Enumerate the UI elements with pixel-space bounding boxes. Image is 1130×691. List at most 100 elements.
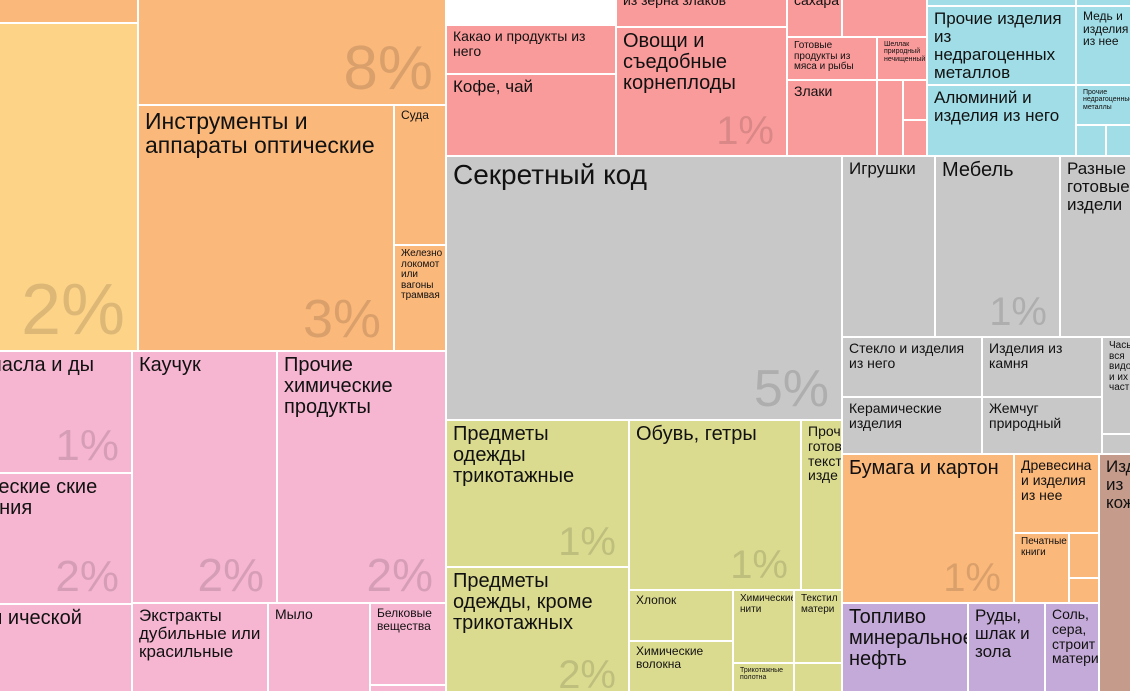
treemap-tile[interactable]: Жемчуг природный (983, 398, 1103, 455)
treemap-tile[interactable]: из зерна злаков (617, 0, 788, 28)
treemap-subtile (1103, 435, 1130, 455)
treemap-tile[interactable]: Шеллак природный нечищенный (878, 38, 928, 81)
tile-label: Предметы одежды, кроме трикотажных (453, 570, 593, 635)
treemap-tile[interactable]: Предметы одежды трикотажные 1% (447, 421, 630, 568)
tile-label: Обувь, гетры (636, 423, 757, 445)
tile-label: Прочие изделия из недрагоценных металлов (934, 9, 1062, 83)
tile-label: Кофе, чай (453, 77, 534, 96)
tile-label: Стекло и изделия из него (849, 340, 965, 371)
treemap-tile[interactable]: Стекло и изделия из него (843, 338, 983, 398)
tile-label: Игрушки (849, 159, 916, 178)
tile-percent: 2% (558, 653, 616, 691)
treemap-subtile (1107, 126, 1130, 157)
treemap-subtile (878, 81, 904, 157)
treemap-tile[interactable]: Прочие изделия из недрагоценных металлов (928, 7, 1077, 86)
treemap-tile[interactable]: Инструменты и аппараты оптические 3% (139, 106, 395, 352)
treemap-tile[interactable]: 2% (0, 24, 139, 352)
tile-percent: 1% (730, 543, 788, 587)
tile-percent: 1% (989, 290, 1047, 334)
tile-label: Инструменты и аппараты оптические (145, 108, 375, 159)
tile-label: Прочие недрагоценные металлы (1083, 89, 1130, 111)
treemap-subtile (904, 121, 928, 157)
tile-percent: 2% (366, 549, 433, 601)
treemap-tile[interactable]: сахара (788, 0, 843, 38)
treemap-tile[interactable]: Обувь, гетры 1% (630, 421, 802, 591)
treemap-tile[interactable]: Медь и изделия из нее (1077, 7, 1130, 86)
tile-label: Овощи и съедобные корнеплоды (623, 30, 736, 95)
treemap-tile[interactable]: Каучук 2% (133, 352, 278, 604)
treemap-tile[interactable]: Часы вся видо и их част (1103, 338, 1130, 435)
treemap-tile[interactable]: Хлопок (630, 591, 734, 642)
treemap-tile[interactable]: Мыло (269, 604, 371, 691)
treemap-tile[interactable]: Соль, сера, строит матери (1046, 604, 1100, 691)
treemap-tile[interactable]: Руды, шлак и зола (969, 604, 1046, 691)
treemap-tile[interactable]: Алюминий и изделия из него (928, 86, 1077, 157)
treemap-tile[interactable]: Печатные книги (1015, 534, 1070, 604)
tile-label: Химические нити (740, 593, 795, 615)
tile-label: Готовые продукты из мяса и рыбы (794, 40, 854, 73)
treemap-tile[interactable]: Белковые вещества (371, 604, 447, 686)
treemap-tile[interactable]: Предметы одежды, кроме трикотажных 2% (447, 568, 630, 691)
treemap-tile[interactable]: 8% (139, 0, 447, 106)
tile-label: Топливо минеральное нефть (849, 606, 969, 671)
treemap-tile[interactable]: Керамические изделия (843, 398, 983, 455)
treemap-tile[interactable]: Какао и продукты из него (447, 26, 617, 75)
treemap-tile[interactable]: Топливо минеральное нефть (843, 604, 969, 691)
treemap-tile[interactable]: Экстракты дубильные или красильные (133, 604, 269, 691)
tile-percent: 5% (753, 360, 829, 418)
tile-label: Злаки (794, 83, 833, 99)
tile-percent: 2% (55, 552, 119, 601)
treemap-tile[interactable]: Текстил матери (795, 591, 843, 664)
treemap-tile[interactable]: Суда (395, 106, 447, 246)
treemap-tile[interactable]: Бумага и картон 1% (843, 455, 1015, 604)
treemap-subtile (0, 0, 139, 24)
treemap-tile[interactable]: Секретный код 5% (447, 157, 843, 421)
tile-label: Изд из кож (1106, 457, 1130, 513)
treemap-tile[interactable]: Проч готов текст изде (802, 421, 843, 591)
treemap-subtile (904, 81, 928, 121)
tile-percent: 2% (197, 549, 264, 601)
tile-label: Секретный код (453, 159, 647, 190)
treemap-subtile (843, 0, 928, 38)
treemap-tile[interactable]: Разные готовые издели (1061, 157, 1130, 338)
treemap-tile[interactable]: Железно локомот или вагоны трамвая (395, 246, 447, 352)
treemap-tile[interactable]: Игрушки (843, 157, 936, 338)
tile-label: Прочие химические продукты (284, 354, 393, 419)
treemap-tile[interactable]: Кофе, чай (447, 75, 617, 157)
treemap-tile[interactable]: масла и ды 1% (0, 352, 133, 474)
treemap-tile[interactable]: Злаки (788, 81, 878, 157)
treemap-tile[interactable]: Химические волокна (630, 642, 734, 691)
treemap-tile[interactable]: Прочие недрагоценные металлы (1077, 86, 1130, 126)
tile-label: Древесина и изделия из нее (1021, 457, 1092, 503)
tile-label: Предметы одежды трикотажные (453, 423, 575, 488)
treemap-tile[interactable]: Химические нити (734, 591, 795, 664)
tile-label: Руды, шлак и зола (975, 606, 1030, 662)
treemap-tile[interactable]: Трикотажные полотна (734, 664, 795, 691)
tile-label: масла и ды (0, 354, 94, 376)
tile-label: Трикотажные полотна (740, 667, 784, 682)
tile-percent: 2% (20, 270, 125, 350)
treemap-tile[interactable]: Древесина и изделия из нее (1015, 455, 1100, 534)
treemap-subtile (1077, 126, 1107, 157)
treemap-tile[interactable]: Готовые продукты из мяса и рыбы (788, 38, 878, 81)
treemap-tile[interactable]: Прочие химические продукты 2% (278, 352, 447, 604)
treemap-tile[interactable]: Изд из кож (1100, 455, 1130, 691)
tile-label: Текстил матери (801, 593, 838, 615)
tile-label: Часы вся видо и их част (1109, 340, 1130, 394)
treemap-tile[interactable]: Мебель 1% (936, 157, 1061, 338)
treemap-subtile (795, 664, 843, 691)
treemap-subtile (928, 0, 1077, 7)
treemap-tile[interactable]: Изделия из камня (983, 338, 1103, 398)
treemap-tile[interactable]: ы ической (0, 605, 133, 691)
tile-label: Суда (401, 108, 429, 122)
treemap-tile[interactable]: Овощи и съедобные корнеплоды 1% (617, 28, 788, 157)
treemap-subtile (371, 686, 447, 691)
tile-label: Каучук (139, 354, 201, 376)
tile-percent: 1% (558, 520, 616, 564)
tile-label: Разные готовые издели (1067, 159, 1130, 215)
tile-label: Экстракты дубильные или красильные (139, 606, 261, 662)
tile-label: Изделия из камня (989, 340, 1063, 371)
